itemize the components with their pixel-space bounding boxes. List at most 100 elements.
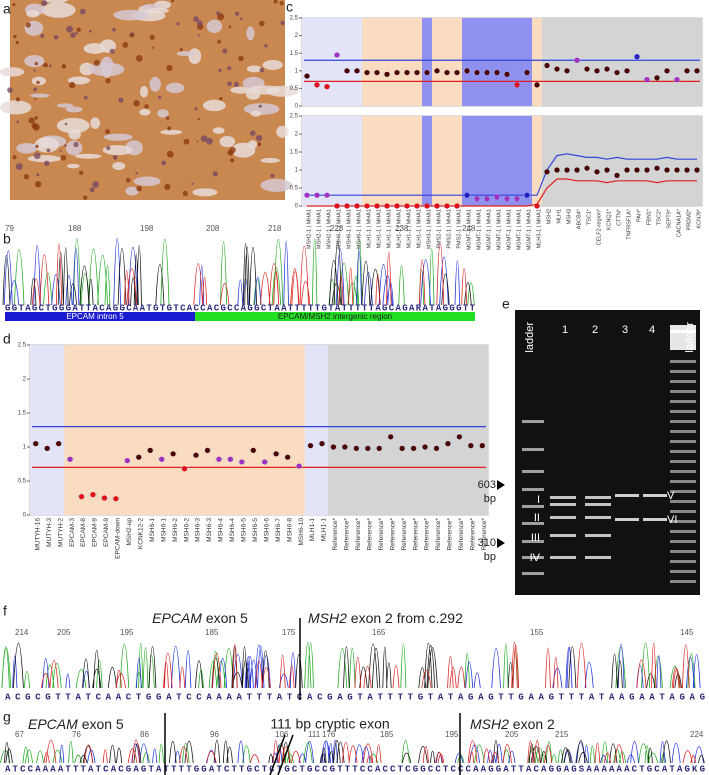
stroma <box>83 43 107 54</box>
y-tick-label: 2.5 <box>18 343 27 349</box>
nucleus <box>280 20 285 26</box>
point <box>159 456 165 462</box>
stroma <box>176 51 195 57</box>
point <box>330 444 337 450</box>
stroma <box>66 163 80 169</box>
band <box>670 530 696 533</box>
band <box>670 440 696 443</box>
region <box>542 116 702 206</box>
x-tick-label: MLH1-1 | MHA1 <box>396 209 402 248</box>
point <box>456 434 462 440</box>
nucleus <box>36 173 40 177</box>
point <box>181 466 188 472</box>
nucleus <box>15 40 19 45</box>
y-tick-label: 0.5 <box>290 186 299 192</box>
exon-name: exon 2 from c.292 <box>351 610 463 626</box>
point <box>365 445 371 451</box>
region <box>362 116 422 206</box>
band <box>670 510 696 513</box>
point <box>67 456 73 462</box>
stroma <box>202 99 226 112</box>
x-tick-label: MSH6-5 <box>252 518 259 542</box>
panel-label: a <box>3 1 11 17</box>
nucleus <box>73 141 79 148</box>
y-tick-label: 1 <box>23 445 27 451</box>
nucleus <box>200 135 208 143</box>
point <box>304 192 310 198</box>
nucleus <box>144 104 149 109</box>
stroma <box>30 93 50 98</box>
x-tick-label: MGMT-1 | MHA1 <box>516 209 522 250</box>
gene-name: EPCAM <box>28 716 78 732</box>
nucleus <box>46 148 51 153</box>
point <box>554 167 560 173</box>
point <box>422 444 428 450</box>
nucleus <box>273 0 278 4</box>
region <box>30 345 65 515</box>
x-tick-label: MGMT-1 | MHA1 <box>506 209 512 250</box>
point <box>504 196 510 202</box>
stroma <box>0 67 25 77</box>
nucleus <box>250 130 256 136</box>
point <box>484 69 490 76</box>
band <box>522 470 544 473</box>
x-tick-label: Reference* <box>332 518 339 551</box>
stroma <box>160 129 183 135</box>
point <box>584 66 590 72</box>
band-label: III <box>531 532 540 544</box>
x-tick-label: PMS2-1 | MHA1 <box>456 209 462 249</box>
point <box>594 169 600 175</box>
region <box>462 116 532 206</box>
position: 205 <box>57 628 71 637</box>
point <box>216 456 222 462</box>
stroma <box>248 85 281 95</box>
point <box>479 443 485 449</box>
point <box>273 451 279 457</box>
position: 106 <box>275 730 289 739</box>
point <box>684 68 690 74</box>
point <box>404 69 410 76</box>
band <box>585 556 611 559</box>
upper-line <box>307 153 697 196</box>
point <box>584 165 590 171</box>
nucleus <box>197 117 200 121</box>
x-tick-label: MLH1-1 <box>309 518 316 542</box>
band <box>643 494 667 497</box>
stroma <box>262 60 283 70</box>
x-tick-label: MUTYH-3 <box>46 518 53 547</box>
band <box>585 516 611 519</box>
x-tick-label: MLH1-1 | MHA1 <box>386 209 392 248</box>
nucleus <box>196 140 199 143</box>
x-tick-label: PMS2-1 | MHA1 <box>436 209 442 249</box>
break-mark <box>269 734 286 775</box>
point <box>524 69 530 76</box>
point <box>624 68 630 74</box>
point <box>404 203 410 209</box>
nucleus <box>191 182 194 186</box>
stroma <box>219 136 236 148</box>
x-tick-label: Reference* <box>355 518 362 551</box>
x-tick-label: MSH6-1 | MHA1 <box>356 209 362 249</box>
point <box>147 447 153 453</box>
band <box>670 430 696 433</box>
gel-bands <box>522 325 696 583</box>
stroma <box>26 9 40 18</box>
nucleus <box>233 81 240 87</box>
x-tick-label: Reference* <box>481 518 488 551</box>
nucleus <box>112 27 116 32</box>
point <box>193 452 199 458</box>
stroma <box>79 62 94 76</box>
x-tick-label: MLH1-1 | MHA1 <box>376 209 382 248</box>
x-tick-label: MSH2-up <box>126 518 133 546</box>
x-tick-label: MLH1-1 <box>321 518 328 542</box>
point <box>524 192 530 198</box>
nucleus <box>264 44 268 48</box>
position: 67 <box>15 730 24 739</box>
point <box>514 196 520 202</box>
nucleus <box>16 120 20 124</box>
x-tick-label: MGMT-1 | MHA1 <box>466 209 472 250</box>
point <box>354 68 360 74</box>
band <box>670 360 696 363</box>
band <box>670 570 696 573</box>
nucleus <box>118 97 124 103</box>
